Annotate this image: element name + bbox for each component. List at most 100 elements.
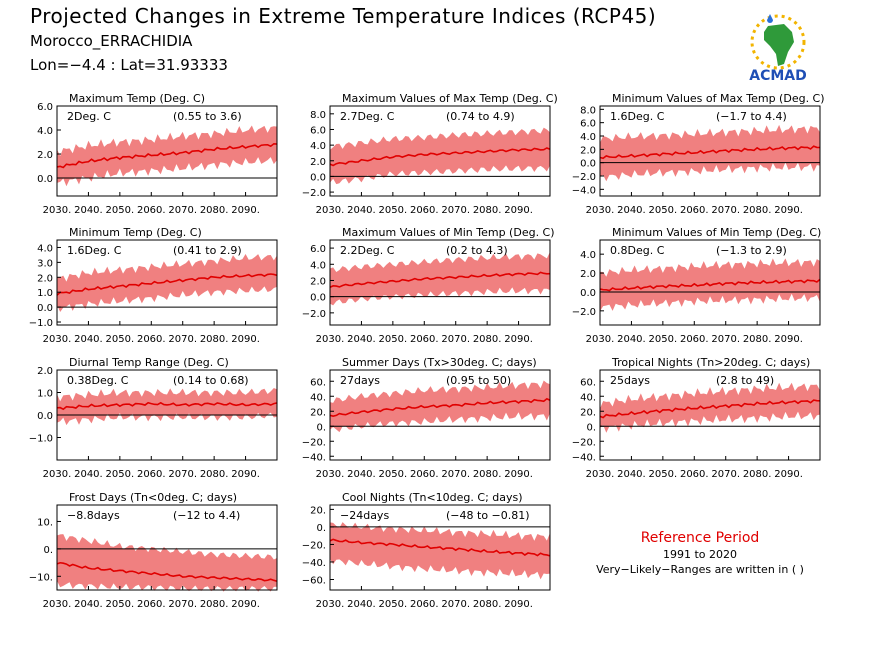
- x-tick-label: 2070.: [168, 469, 197, 480]
- median-change-label: 25days: [610, 374, 650, 387]
- x-tick-label: 2060.: [410, 469, 439, 480]
- x-tick-label: 2090.: [504, 599, 533, 610]
- svg-text:ACMAD: ACMAD: [749, 68, 807, 84]
- plot-frame: [599, 369, 821, 461]
- x-tick-label: 2070.: [168, 599, 197, 610]
- range-note: Very−Likely−Ranges are written in ( ): [596, 563, 804, 576]
- y-tick-label: 4.0: [310, 260, 326, 271]
- range-label: (−1.7 to 4.4): [716, 110, 787, 123]
- x-tick-label: 2040.: [347, 334, 376, 345]
- x-tick-label: 2040.: [74, 599, 103, 610]
- x-tick-label: 2090.: [231, 469, 260, 480]
- y-tick-label: 4.0: [37, 243, 53, 254]
- x-tick-label: 2050.: [379, 599, 408, 610]
- y-tick-label: 4.0: [310, 141, 326, 152]
- chart-title: Maximum Temp (Deg. C): [69, 92, 205, 105]
- x-tick-label: 2030.: [316, 205, 345, 216]
- x-tick-label: 2070.: [441, 205, 470, 216]
- x-tick-label: 2040.: [74, 469, 103, 480]
- y-tick-label: −40.: [572, 452, 596, 463]
- x-tick-label: 2030.: [43, 205, 72, 216]
- median-change-label: 0.38Deg. C: [67, 374, 129, 387]
- median-change-label: 0.8Deg. C: [610, 244, 665, 257]
- median-change-label: 2.7Deg. C: [340, 110, 395, 123]
- uncertainty-band: [600, 124, 820, 182]
- x-tick-label: 2090.: [504, 469, 533, 480]
- median-line: [329, 271, 551, 288]
- chart-title: Minimum Values of Max Temp (Deg. C): [612, 92, 825, 105]
- median-change-label: 2.2Deg. C: [340, 244, 395, 257]
- median-line: [329, 147, 551, 167]
- chart-title: Diurnal Temp Range (Deg. C): [69, 356, 229, 369]
- y-tick-label: 0.: [316, 422, 326, 433]
- x-tick-label: 2050.: [106, 599, 135, 610]
- y-tick-label: 6.0: [580, 119, 596, 130]
- x-tick-label: 2070.: [441, 334, 470, 345]
- range-label: (−1.3 to 2.9): [716, 244, 787, 257]
- x-tick-label: 2060.: [410, 334, 439, 345]
- x-tick-label: 2050.: [379, 469, 408, 480]
- x-tick-label: 2080.: [473, 334, 502, 345]
- plot-frame: [329, 239, 551, 326]
- chart-panel-10: −10. 0. 10. 2030. 2040. 2050. 2060. 2070. 2080. 2…: [29, 491, 278, 610]
- x-tick-label: 2050.: [649, 469, 678, 480]
- y-tick-label: 0.0: [37, 411, 53, 422]
- x-tick-label: 2060.: [680, 334, 709, 345]
- x-tick-label: 2080.: [200, 469, 229, 480]
- x-tick-label: 2090.: [231, 205, 260, 216]
- y-tick-label: 0.: [316, 523, 326, 534]
- median-line: [599, 399, 821, 419]
- y-tick-label: 60.: [310, 377, 326, 388]
- chart-panel-8: −40.−20.0.20.40.60.2030. 2040. 2050. 2060. 2…: [302, 356, 551, 480]
- x-tick-label: 2080.: [200, 205, 229, 216]
- x-tick-label: 2090.: [774, 205, 803, 216]
- range-label: (2.8 to 49): [716, 374, 774, 387]
- x-tick-label: 2080.: [743, 334, 772, 345]
- plot-frame: [56, 105, 278, 197]
- x-tick-label: 2080.: [743, 469, 772, 480]
- y-tick-label: 2.0: [580, 145, 596, 156]
- y-tick-label: 0.: [43, 545, 53, 556]
- x-tick-label: 2080.: [743, 205, 772, 216]
- median-line: [56, 401, 278, 411]
- y-tick-label: −10.: [29, 572, 53, 583]
- plot-frame: [329, 105, 551, 197]
- median-line: [56, 142, 278, 169]
- station-name: Morocco_ERRACHIDIA: [30, 32, 193, 50]
- y-tick-label: 60.: [580, 377, 596, 388]
- x-tick-label: 2040.: [617, 334, 646, 345]
- reference-period-years: 1991 to 2020: [662, 548, 738, 561]
- chart-title: Maximum Values of Max Temp (Deg. C): [342, 92, 558, 105]
- x-tick-label: 2070.: [168, 334, 197, 345]
- y-tick-label: 0.0: [37, 174, 53, 185]
- x-tick-label: 2040.: [347, 469, 376, 480]
- y-tick-label: 6.0: [310, 125, 326, 136]
- x-tick-label: 2060.: [410, 205, 439, 216]
- median-line: [56, 561, 278, 582]
- x-tick-label: 2030.: [316, 469, 345, 480]
- y-tick-label: −4.0: [572, 185, 596, 196]
- x-tick-label: 2060.: [680, 205, 709, 216]
- median-change-label: −24days: [340, 509, 389, 522]
- y-tick-label: 4.0: [37, 126, 53, 137]
- x-tick-label: 2060.: [137, 469, 166, 480]
- y-tick-label: −20.: [302, 540, 326, 551]
- x-tick-label: 2080.: [473, 599, 502, 610]
- range-label: (−48 to −0.81): [446, 509, 530, 522]
- y-tick-label: −2.0: [302, 309, 326, 320]
- y-tick-label: −20.: [572, 437, 596, 448]
- median-line: [56, 273, 278, 296]
- chart-panel-11: −60. −40. −20. 0. 20. 2030. 2040. 2050. 2060. 207…: [302, 491, 551, 610]
- x-tick-label: 2090.: [774, 334, 803, 345]
- uncertainty-band: [57, 125, 277, 187]
- y-tick-label: 2.0: [310, 276, 326, 287]
- x-tick-label: 2040.: [347, 205, 376, 216]
- range-label: (0.55 to 3.6): [173, 110, 242, 123]
- x-tick-label: 2040.: [617, 469, 646, 480]
- x-tick-label: 2070.: [711, 205, 740, 216]
- x-tick-label: 2060.: [410, 599, 439, 610]
- range-label: (0.14 to 0.68): [173, 374, 249, 387]
- x-tick-label: 2030.: [586, 205, 615, 216]
